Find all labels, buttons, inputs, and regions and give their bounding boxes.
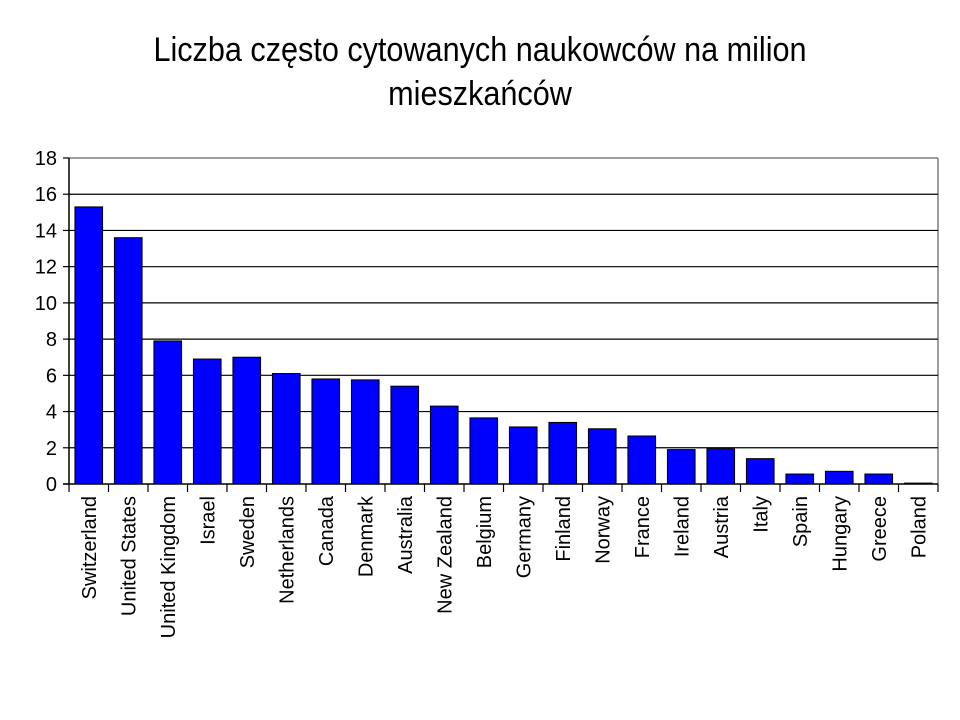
bar-netherlands <box>271 373 301 485</box>
x-tick-label: Spain <box>790 496 812 547</box>
x-tick-label: Sweden <box>237 496 259 568</box>
x-tick-label: Hungary <box>829 496 851 572</box>
bar-austria <box>706 448 736 485</box>
x-tick-label: Belgium <box>474 496 496 568</box>
y-axis: 0 2 4 6 8 10 12 14 16 18 <box>35 148 70 496</box>
chart-title: Liczba często cytowanych naukowców na mi… <box>48 28 912 116</box>
x-tick-label: Ireland <box>671 496 693 557</box>
x-tick-label: Poland <box>908 496 930 558</box>
bar-australia <box>390 385 420 485</box>
x-tick-label: United Kingdom <box>158 496 180 638</box>
bar-belgium <box>469 417 499 485</box>
y-tick-label: 18 <box>35 148 57 170</box>
x-tick-label: Norway <box>592 496 614 564</box>
bar-greece <box>864 473 894 485</box>
bar-italy <box>745 458 775 485</box>
y-tick-label: 14 <box>35 220 57 242</box>
bar-france <box>627 435 657 485</box>
bar-finland <box>548 421 578 485</box>
x-tick-label: Greece <box>869 496 891 562</box>
x-axis: Switzerland United States United Kingdom Is… <box>63 483 939 638</box>
y-tick-label: 12 <box>35 257 57 279</box>
bar-ireland <box>666 449 696 485</box>
bar-hungary <box>824 470 854 485</box>
bar-spain <box>785 473 815 485</box>
y-tick-label: 16 <box>35 184 57 206</box>
bar-norway <box>587 428 617 485</box>
bar-canada <box>311 378 341 485</box>
y-tick-label: 2 <box>46 438 57 460</box>
x-tick-label: Australia <box>395 495 417 574</box>
x-tick-label: Denmark <box>355 495 377 577</box>
bar-germany <box>508 426 538 485</box>
x-tick-label: France <box>632 496 654 558</box>
bar-sweden <box>232 356 262 485</box>
y-tick-label: 0 <box>46 474 57 496</box>
x-tick-label: United States <box>118 496 140 616</box>
bar-switzerland <box>74 206 104 485</box>
bar-united-states <box>113 237 143 485</box>
x-tick-label: Germany <box>513 496 535 578</box>
y-tick-label: 6 <box>46 365 57 387</box>
y-tick-label: 8 <box>46 329 57 351</box>
x-tick-label: Switzerland <box>79 496 101 599</box>
bar-israel <box>192 358 222 485</box>
chart-title-line1: Liczba często cytowanych naukowców na mi… <box>153 31 807 69</box>
x-tick-label: Finland <box>553 496 575 562</box>
bar-new-zealand <box>429 405 459 485</box>
bar-denmark <box>350 379 380 485</box>
chart-title-line2: mieszkańców <box>388 75 572 113</box>
x-tick-label: Israel <box>197 496 219 545</box>
x-tick-label: Netherlands <box>276 496 298 604</box>
bars <box>74 206 933 485</box>
bar-united-kingdom <box>153 340 183 485</box>
x-tick-label: Canada <box>316 495 338 566</box>
x-tick-label: New Zealand <box>434 496 456 614</box>
y-tick-label: 10 <box>35 293 57 315</box>
x-tick-label: Italy <box>750 496 772 533</box>
x-tick-label: Austria <box>711 495 733 558</box>
y-tick-label: 4 <box>46 402 57 424</box>
